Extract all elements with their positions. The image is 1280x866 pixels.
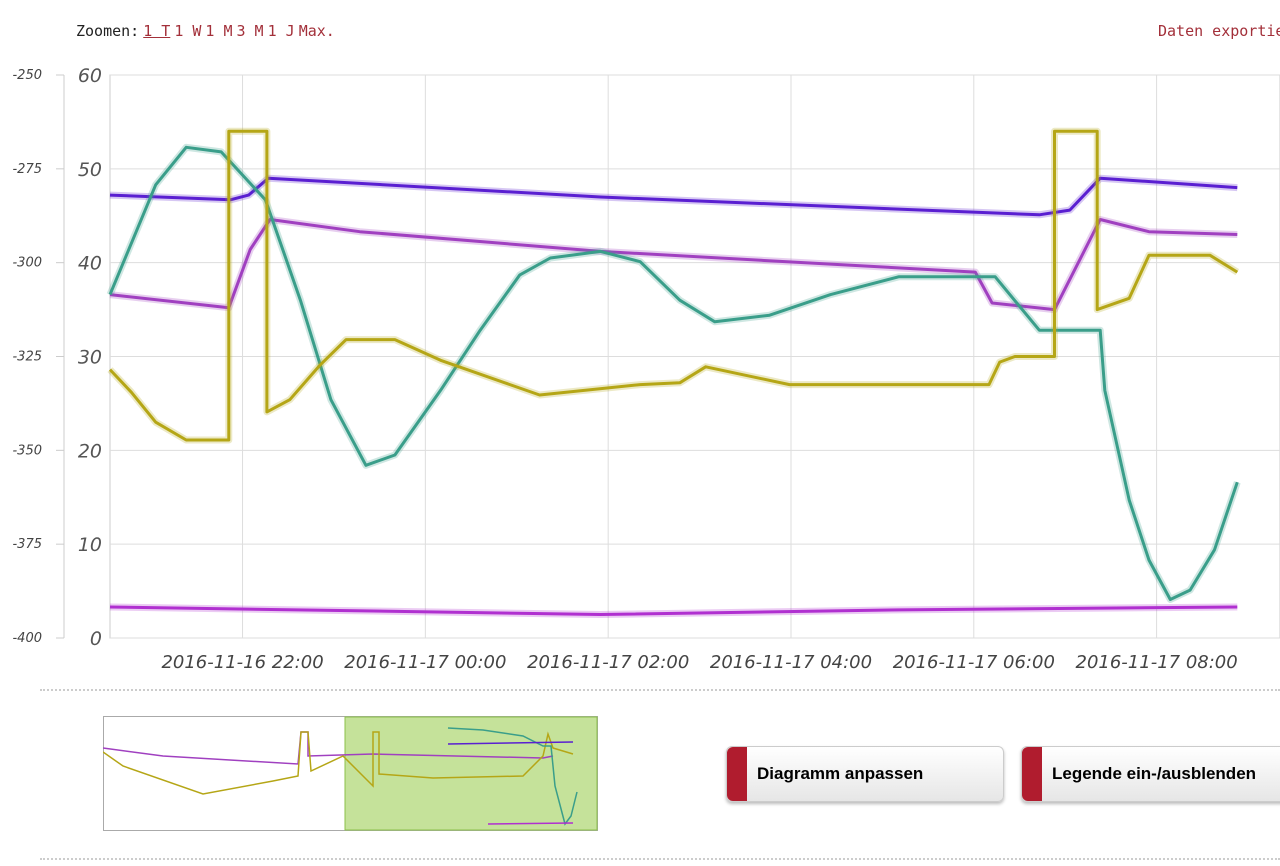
legend-button[interactable]: Legende ein-/ausblenden (1021, 746, 1280, 802)
y-tick-label: 0 (90, 628, 102, 650)
separator (40, 689, 1280, 691)
y2-tick-label: -250 (12, 68, 42, 83)
zoom-label: Zoomen: (76, 22, 140, 40)
zoom-option[interactable]: 3 M (236, 22, 264, 40)
zoom-option[interactable]: 1 T (143, 22, 171, 40)
y2-tick-label: -400 (12, 631, 42, 646)
x-tick-label: 2016-11-17 00:00 (344, 652, 506, 673)
x-tick-label: 2016-11-16 22:00 (161, 652, 323, 673)
line-glow (106, 143, 1241, 603)
series-line (108, 129, 1239, 442)
x-tick-label: 2016-11-17 06:00 (893, 652, 1055, 673)
zoom-option[interactable]: 1 J (267, 22, 295, 40)
x-tick-label: 2016-11-17 04:00 (710, 652, 872, 673)
export-link[interactable]: Daten exportieren (1158, 22, 1280, 40)
y-tick-label: 40 (78, 253, 102, 275)
navigator (103, 716, 598, 831)
series-line (109, 605, 1238, 616)
separator (40, 858, 1280, 860)
adjust-button[interactable]: Diagramm anpassen (726, 746, 1004, 802)
x-tick-label: 2016-11-17 02:00 (527, 652, 689, 673)
zoom-option[interactable]: 1 W (174, 22, 202, 40)
y2-tick-label: -275 (12, 162, 42, 177)
y-tick-label: 50 (78, 159, 102, 181)
y-tick-label: 20 (78, 440, 102, 462)
y2-tick-label: -375 (12, 537, 42, 552)
y-tick-label: 30 (78, 347, 102, 369)
series-line (109, 218, 1238, 312)
zoom-option[interactable]: Max. (298, 22, 335, 40)
y2-tick-label: -300 (12, 256, 42, 271)
y-tick-label: 60 (78, 65, 102, 87)
y2-tick-label: -350 (12, 443, 42, 458)
series-line (108, 145, 1239, 601)
zoom-option[interactable]: 1 M (205, 22, 233, 40)
y2-tick-label: -325 (12, 350, 42, 365)
series-line (109, 176, 1238, 217)
y-tick-label: 10 (78, 534, 102, 556)
x-tick-label: 2016-11-17 08:00 (1076, 652, 1238, 673)
chart: 0 10 20 30 40 50 60 -400 -375 -350 -325 -300 -275 -25… (12, 65, 1280, 673)
